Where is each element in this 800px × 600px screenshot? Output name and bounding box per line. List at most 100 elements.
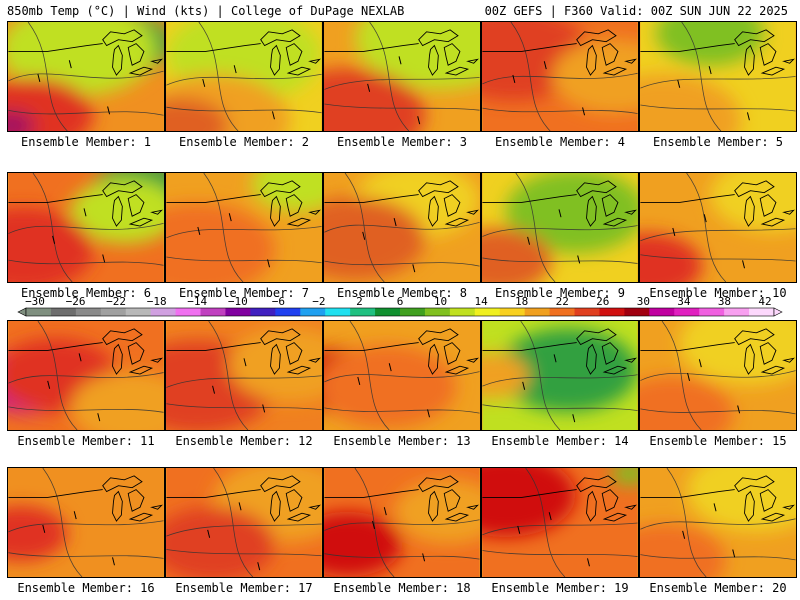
height-contour xyxy=(8,109,164,116)
height-contour xyxy=(349,321,390,430)
height-contour xyxy=(640,518,796,530)
temperature-map xyxy=(481,467,639,578)
wind-barb xyxy=(427,409,430,418)
height-contour xyxy=(8,406,164,413)
lake-michigan-outline xyxy=(586,44,597,76)
lake-huron-outline xyxy=(443,194,461,217)
wind-barb xyxy=(582,107,586,116)
ensemble-panel: Ensemble Member: 18 xyxy=(323,467,481,597)
wind-barb xyxy=(548,512,552,521)
ensemble-member-label: Ensemble Member: 3 xyxy=(336,135,468,149)
height-contour xyxy=(324,371,480,383)
wind-barb xyxy=(543,61,547,70)
lake-ontario-outline xyxy=(150,504,163,510)
temperature-map xyxy=(165,320,323,431)
border-outline xyxy=(324,342,419,351)
colorbar-swatch xyxy=(50,308,77,316)
wind-barb xyxy=(42,524,46,533)
lake-erie-outline xyxy=(128,66,154,76)
wind-barb xyxy=(553,354,557,363)
height-contour xyxy=(32,173,73,282)
border-outline xyxy=(324,489,419,498)
colorbar-tick-label: 22 xyxy=(555,295,569,308)
ensemble-member-label: Ensemble Member: 16 xyxy=(17,581,155,595)
wind-barb xyxy=(37,73,41,83)
colorbar-tick-label: −26 xyxy=(65,295,86,308)
border-outline xyxy=(640,43,735,52)
height-contour xyxy=(482,374,638,387)
lake-superior-outline xyxy=(576,328,617,346)
ensemble-member-label: Ensemble Member: 7 xyxy=(178,286,310,300)
height-contour xyxy=(640,554,796,561)
temperature-region xyxy=(640,73,742,131)
colorbar-tick-label: −22 xyxy=(106,295,127,308)
lake-superior-outline xyxy=(734,328,775,346)
lake-michigan-outline xyxy=(428,195,439,227)
temperature-map xyxy=(481,320,639,431)
height-contour xyxy=(324,407,480,414)
lake-ontario-outline xyxy=(150,209,163,215)
temperature-region xyxy=(8,111,35,131)
height-contour xyxy=(166,256,322,264)
temperature-map xyxy=(7,172,165,283)
height-contour xyxy=(166,523,322,537)
temperature-region xyxy=(166,202,276,282)
lake-ontario-outline xyxy=(308,209,321,215)
colorbar-swatch xyxy=(175,308,202,316)
ensemble-panel: Ensemble Member: 2 xyxy=(165,21,323,151)
ensemble-member-label: Ensemble Member: 12 xyxy=(175,434,313,448)
wind-barb xyxy=(527,236,531,245)
colorbar-swatch xyxy=(125,308,152,316)
colorbar-swatch xyxy=(225,308,251,316)
height-contour xyxy=(8,372,164,384)
lake-erie-outline xyxy=(444,365,470,375)
wind-barb xyxy=(262,404,266,413)
temperature-region xyxy=(166,97,229,131)
border-outline xyxy=(166,489,261,498)
lake-michigan-outline xyxy=(112,490,123,522)
lake-erie-outline xyxy=(286,512,312,522)
lake-michigan-outline xyxy=(428,44,439,76)
ensemble-member-label: Ensemble Member: 15 xyxy=(649,434,787,448)
border-outline xyxy=(8,43,103,52)
temperature-region xyxy=(552,39,638,114)
lake-erie-outline xyxy=(444,66,470,76)
lake-superior-outline xyxy=(418,328,459,346)
temperature-colorbar: −30 −26 −22 −18 −14 −10 −6 −2 2 6 10 14 18 22 26 30 34 38… xyxy=(0,296,800,318)
height-contour xyxy=(640,104,796,112)
wind-barb xyxy=(742,260,745,269)
lake-michigan-outline xyxy=(112,44,123,76)
ensemble-member-label: Ensemble Member: 13 xyxy=(333,434,471,448)
border-outline xyxy=(640,489,735,498)
lake-ontario-outline xyxy=(466,209,479,215)
colorbar-swatches xyxy=(17,307,783,317)
lake-michigan-outline xyxy=(270,343,281,375)
lake-huron-outline xyxy=(759,489,777,512)
ensemble-member-label: Ensemble Member: 19 xyxy=(491,581,629,595)
wind-barb xyxy=(257,562,261,571)
wind-barb xyxy=(572,414,576,423)
temperature-region xyxy=(324,344,457,429)
temperature-region xyxy=(505,173,638,253)
height-contour xyxy=(27,22,68,131)
height-contour xyxy=(661,321,702,430)
colorbar-swatch xyxy=(599,308,625,316)
wind-barb xyxy=(422,553,426,562)
lake-huron-outline xyxy=(601,43,619,66)
lake-superior-outline xyxy=(734,475,775,493)
ensemble-member-label: Ensemble Member: 9 xyxy=(494,286,626,300)
lake-huron-outline xyxy=(285,342,303,365)
border-outline xyxy=(166,194,261,203)
height-contour xyxy=(166,73,322,86)
wind-barb xyxy=(267,259,271,268)
border-outline xyxy=(166,342,261,351)
temperature-region xyxy=(70,371,164,430)
wind-barb xyxy=(587,558,590,567)
lake-superior-outline xyxy=(418,180,459,198)
colorbar-tick-label: 18 xyxy=(515,295,529,308)
temperature-region xyxy=(686,468,796,532)
height-contour xyxy=(198,22,239,131)
ensemble-panel: Ensemble Member: 1 xyxy=(7,21,165,151)
temperature-region xyxy=(394,479,480,545)
lake-michigan-outline xyxy=(270,490,281,522)
